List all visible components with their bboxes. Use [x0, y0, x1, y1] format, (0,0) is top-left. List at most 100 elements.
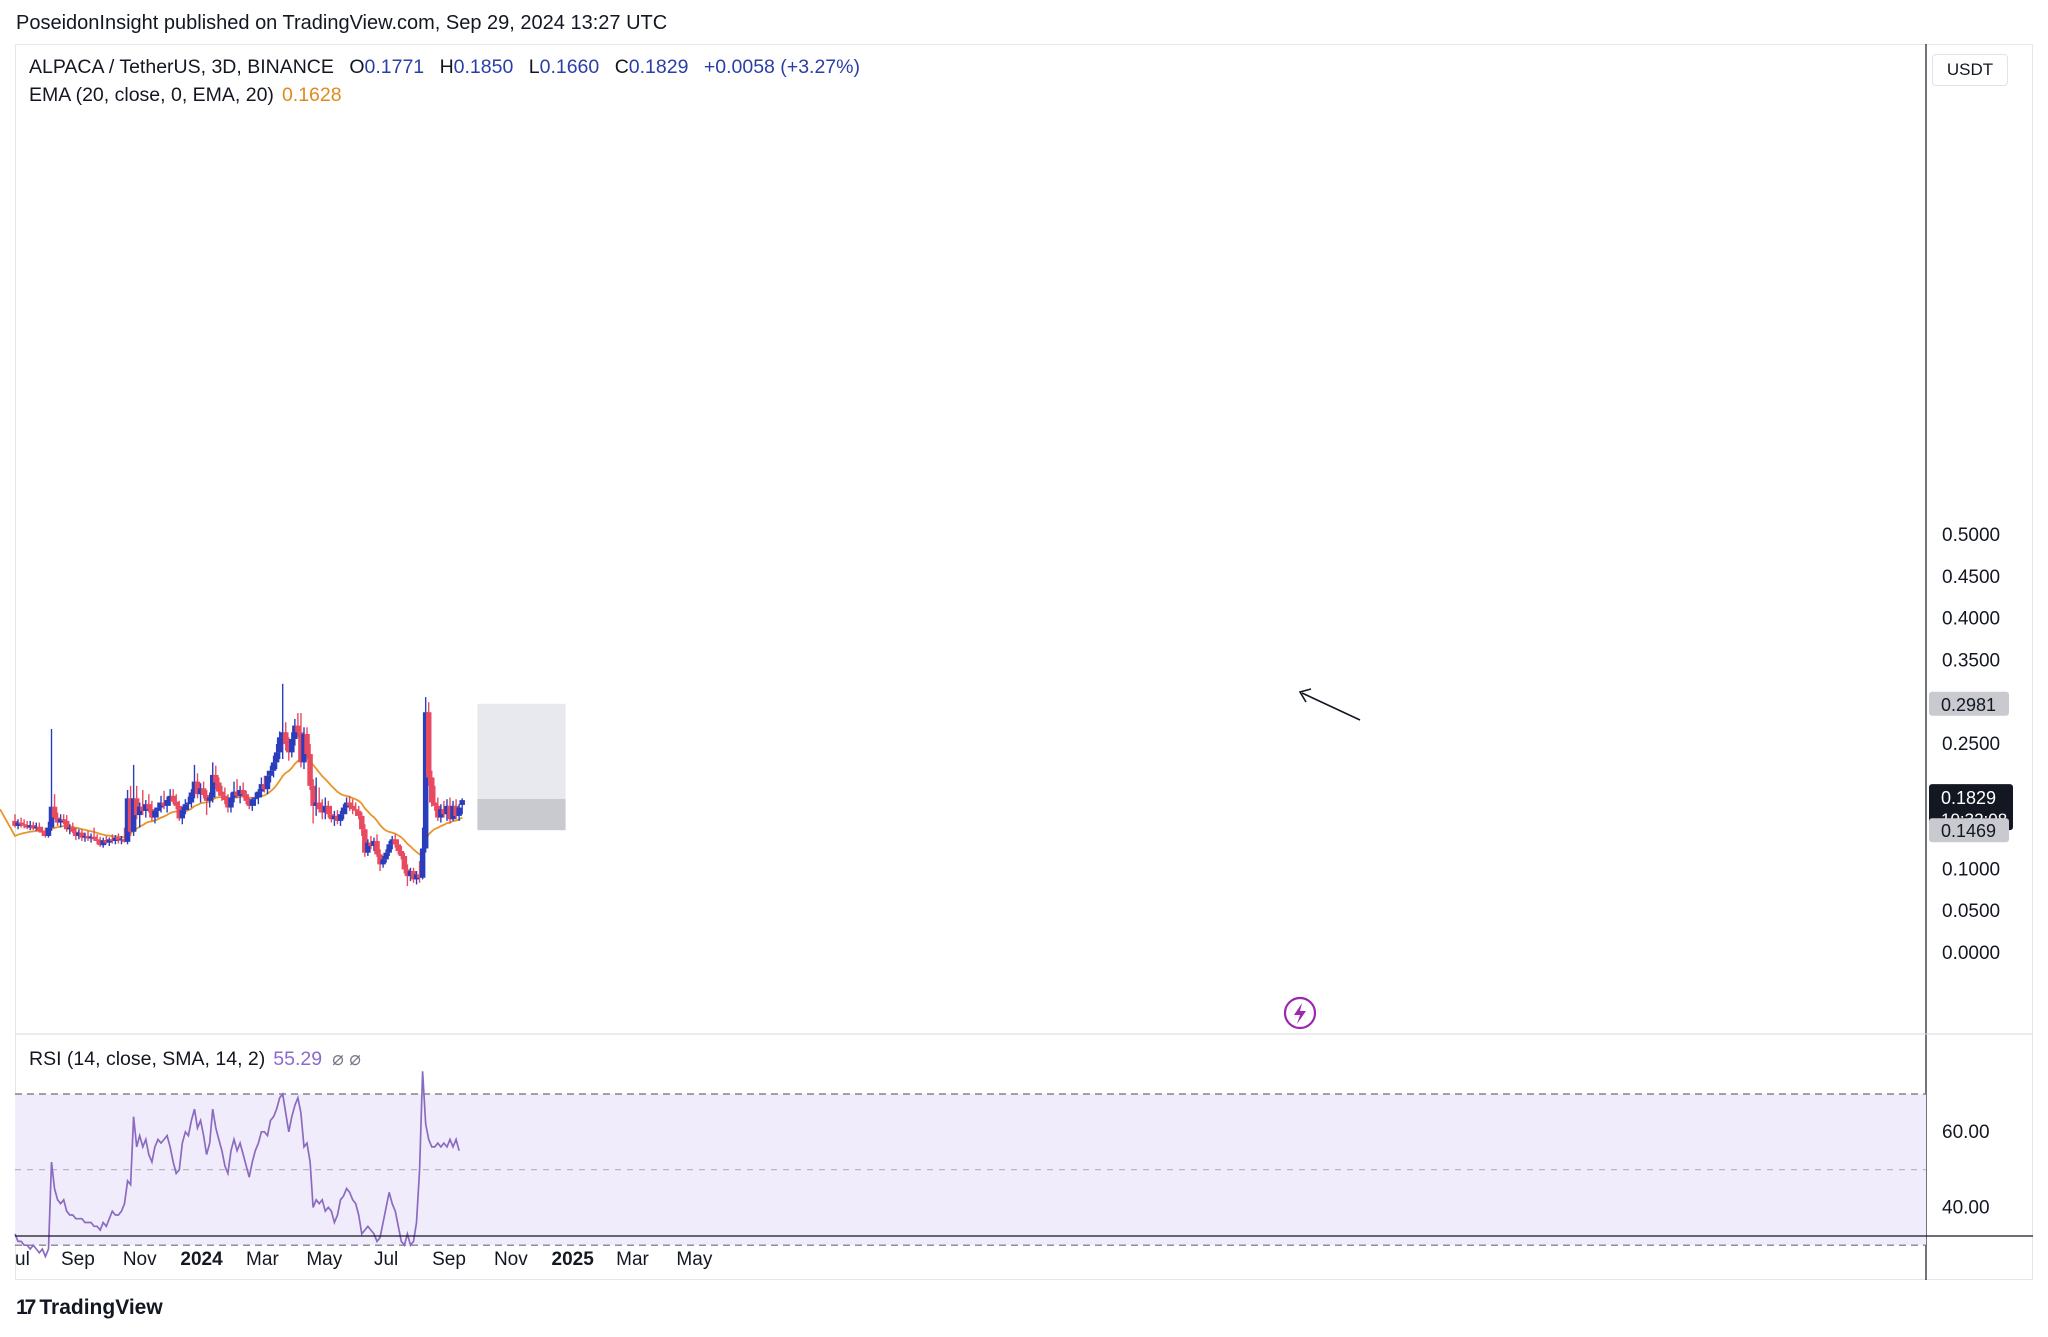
svg-text:0.2981: 0.2981 [1941, 695, 1996, 715]
candle-body [176, 805, 183, 819]
ema-value: 0.1628 [281, 84, 342, 106]
candle [453, 799, 459, 820]
candle [133, 785, 140, 820]
price-tick-label: 0.0500 [1942, 901, 2000, 922]
price-tick-label: 0.5000 [1942, 525, 2000, 546]
candle-body [203, 794, 210, 801]
range-zone-1[interactable] [477, 799, 566, 831]
candle-body [33, 826, 40, 829]
candle-body [383, 852, 389, 860]
candle [438, 804, 444, 823]
ema-label: EMA (20, close, 0, EMA, 20) [29, 84, 274, 106]
symbol-legend[interactable]: ALPACA / TetherUS, 3D, BINANCE O0.1771 H… [29, 56, 870, 79]
candle [173, 794, 179, 810]
open-key: O [349, 56, 365, 78]
candle [319, 799, 325, 820]
candle [444, 799, 450, 821]
price-tick-label: 0.4500 [1942, 567, 2000, 588]
candle-body [91, 836, 97, 840]
candle-body [67, 827, 73, 830]
symbol-name: ALPACA / TetherUS, 3D, BINANCE [29, 56, 334, 78]
candle-body [419, 848, 426, 878]
tradingview-brand[interactable]: 17 TradingView [16, 1296, 163, 1320]
candle [188, 789, 195, 808]
candle-body [133, 798, 140, 816]
candle [346, 795, 353, 811]
chart-frame [15, 44, 2033, 1280]
candle [352, 802, 359, 816]
candle-body [24, 825, 30, 828]
rsi-tick-label: 40.00 [1942, 1197, 1990, 1218]
currency-button[interactable]: USDT [1932, 54, 2008, 86]
rsi-hidden-icons[interactable]: ⌀ ⌀ [332, 1048, 361, 1070]
candle-body [252, 797, 259, 800]
candle-body [328, 814, 335, 820]
tradingview-logo-icon: 17 [16, 1296, 36, 1319]
annotation-arrow-icon[interactable] [1298, 688, 1361, 721]
candle-body [130, 798, 137, 832]
candle-body [386, 844, 392, 853]
decor [1283, 688, 1361, 1030]
brand-name: TradingView [39, 1296, 163, 1319]
candle-body [389, 839, 395, 845]
candle-body [173, 801, 179, 806]
candle-body [365, 842, 371, 853]
candle-body [155, 807, 161, 811]
candle [292, 718, 298, 746]
candle [91, 827, 97, 841]
candle [118, 835, 125, 845]
candle [273, 744, 280, 770]
candle-body [179, 810, 186, 819]
candle-body [103, 840, 110, 843]
candle [136, 802, 143, 828]
candle-body [222, 795, 228, 801]
candle-body [316, 802, 322, 810]
time-tick-label: May [306, 1249, 342, 1270]
candle [368, 835, 374, 850]
candle [79, 829, 85, 841]
rsi-legend[interactable]: RSI (14, close, SMA, 14, 2) 55.29 ⌀ ⌀ [29, 1047, 361, 1071]
candle-body [301, 733, 307, 763]
candle-body [164, 800, 170, 806]
change-value: +0.0058 (+3.27%) [703, 56, 860, 78]
candle [213, 765, 219, 790]
candle-body [15, 822, 21, 826]
candle-body [85, 835, 91, 839]
price-tick-label: 0.3500 [1942, 650, 2000, 671]
candle-body [219, 791, 225, 796]
candle [359, 812, 365, 836]
candle-body [60, 819, 67, 821]
candle-body [27, 825, 33, 828]
candle [121, 827, 128, 843]
candle [15, 819, 21, 830]
time-tick-label: Nov [123, 1249, 157, 1270]
candle-body [51, 806, 58, 818]
candle-body [231, 791, 237, 798]
candle [261, 775, 268, 793]
candle-body [73, 831, 79, 836]
candle-body [425, 712, 432, 778]
candle [24, 820, 30, 830]
candle-body [374, 840, 380, 855]
ema-legend[interactable]: EMA (20, close, 0, EMA, 20) 0.1628 [29, 84, 342, 107]
candle-body [194, 781, 201, 795]
candle-body [352, 809, 359, 811]
candle-body [349, 805, 356, 810]
candle [425, 702, 432, 786]
price-tick-label: 0.0000 [1942, 943, 2000, 964]
candle-body [45, 827, 52, 836]
candle-body [416, 874, 423, 878]
candle [377, 849, 383, 872]
range-zone-0[interactable] [477, 703, 566, 800]
candle-body [118, 839, 125, 841]
lightning-event-icon[interactable] [1283, 996, 1317, 1030]
candle [191, 764, 198, 799]
candle-body [282, 732, 289, 744]
candle [158, 795, 164, 813]
candle [124, 789, 131, 845]
candle [410, 867, 417, 883]
candles [12, 683, 465, 887]
candle-body [258, 784, 265, 792]
candle-body [237, 789, 243, 796]
